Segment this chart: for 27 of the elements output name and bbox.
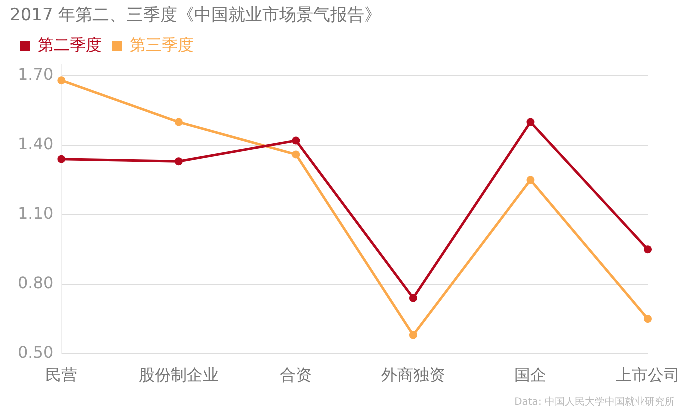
point bbox=[526, 176, 535, 184]
x-tick-label: 股份制企业 bbox=[138, 366, 219, 385]
point bbox=[409, 331, 418, 340]
text: Data: 中国人民大学中国就业研究所 bbox=[514, 396, 675, 409]
y-tick-label: 0.80 bbox=[18, 274, 54, 292]
point bbox=[644, 246, 652, 254]
legend-label: 第三季度 bbox=[130, 36, 194, 55]
y-tick-label: 1.10 bbox=[18, 204, 54, 224]
point bbox=[174, 158, 183, 166]
point bbox=[58, 76, 66, 85]
point bbox=[292, 150, 300, 159]
point bbox=[58, 155, 66, 164]
chart-title: 2017 年第二、三季度《中国就业市场景气报告》 bbox=[10, 6, 382, 26]
x-tick-label: 国企 bbox=[514, 366, 547, 385]
point bbox=[526, 118, 535, 126]
legend-label: 第二季度 bbox=[38, 36, 102, 55]
point bbox=[292, 136, 300, 145]
y-tick-label: 1.40 bbox=[18, 134, 54, 154]
point bbox=[174, 118, 183, 126]
point bbox=[644, 315, 652, 324]
point bbox=[409, 294, 418, 302]
x-tick-label: 上市公司 bbox=[616, 366, 680, 385]
y-tick-label: 0.50 bbox=[18, 342, 54, 362]
y-tick-label: 1.70 bbox=[18, 65, 54, 84]
x-tick-label: 合资 bbox=[280, 366, 312, 385]
x-tick-label: 民营 bbox=[46, 366, 78, 385]
x-tick-label: 外商独资 bbox=[381, 366, 446, 385]
